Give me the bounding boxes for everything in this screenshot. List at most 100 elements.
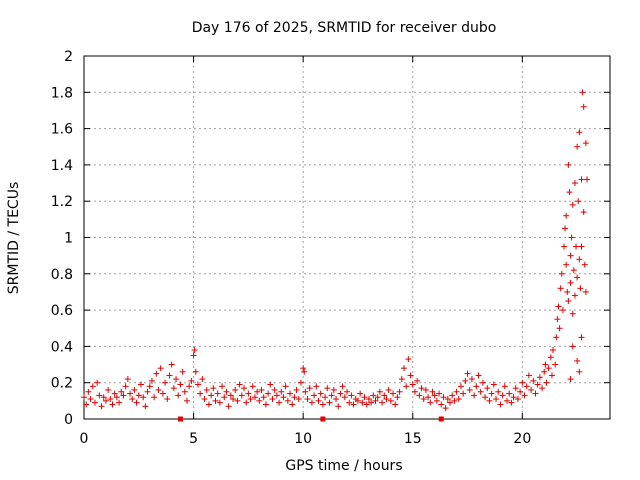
data-point: [575, 198, 582, 205]
data-point: [576, 256, 583, 263]
data-point: [398, 376, 405, 383]
data-point: [566, 189, 573, 196]
data-point: [300, 365, 307, 372]
data-point: [335, 403, 342, 410]
data-point: [236, 381, 243, 388]
axes: [83, 55, 611, 420]
data-point: [418, 385, 425, 392]
data-point: [203, 386, 210, 393]
data-point: [433, 397, 440, 404]
y-tick-label: 0.6: [51, 303, 73, 319]
data-point: [267, 381, 274, 388]
data-point: [337, 390, 344, 397]
data-point: [94, 379, 101, 386]
data-point: [319, 401, 326, 408]
data-point: [578, 243, 585, 250]
data-point: [230, 396, 237, 403]
data-point: [107, 396, 114, 403]
data-point: [558, 270, 565, 277]
data-point: [287, 390, 294, 397]
data-point: [525, 372, 532, 379]
data-point: [381, 392, 388, 399]
data-point: [414, 377, 421, 384]
data-point: [571, 292, 578, 299]
data-point: [420, 396, 427, 403]
data-point: [249, 383, 256, 390]
data-point: [528, 386, 535, 393]
data-point: [409, 381, 416, 388]
tick-labels: 0 5 10 15 20 0 0.2 0.4 0.6 0.8 1 1.2 1.4 1.6 1.8 2: [51, 49, 532, 447]
data-point: [578, 334, 585, 341]
data-point: [542, 361, 549, 368]
data-point: [100, 394, 107, 401]
axis-marker: [320, 416, 326, 422]
data-point: [170, 385, 177, 392]
data-point: [576, 368, 583, 375]
data-point: [190, 352, 197, 359]
data-point: [422, 386, 429, 393]
data-point: [304, 396, 311, 403]
data-point: [278, 388, 285, 395]
data-point: [135, 392, 142, 399]
data-point: [514, 396, 521, 403]
data-point: [405, 356, 412, 363]
data-point: [431, 392, 438, 399]
data-point: [199, 376, 206, 383]
data-point: [471, 392, 478, 399]
data-point: [383, 396, 390, 403]
data-point: [447, 399, 454, 406]
data-point: [89, 383, 96, 390]
data-point: [175, 392, 182, 399]
data-point: [562, 225, 569, 232]
data-point: [493, 396, 500, 403]
data-point: [579, 89, 586, 96]
data-point: [536, 374, 543, 381]
data-point: [344, 388, 350, 395]
data-point: [291, 394, 298, 401]
data-point: [425, 394, 432, 401]
data-point: [556, 325, 563, 332]
data-point: [396, 388, 403, 395]
data-point: [436, 390, 443, 397]
data-point: [124, 376, 131, 383]
data-point: [311, 392, 318, 399]
data-point: [554, 316, 561, 323]
data-point: [464, 370, 471, 377]
data-point: [555, 303, 562, 310]
data-point: [324, 385, 331, 392]
data-point: [573, 243, 580, 250]
data-point: [308, 399, 315, 406]
data-point: [477, 388, 484, 395]
data-point: [297, 379, 304, 386]
data-point: [495, 388, 502, 395]
data-point: [580, 103, 587, 110]
data-point: [547, 354, 554, 361]
data-point: [453, 388, 460, 395]
data-point: [221, 394, 228, 401]
data-point: [262, 401, 269, 408]
data-point: [313, 383, 320, 390]
data-point: [85, 388, 92, 395]
data-point: [582, 140, 589, 147]
data-point: [543, 379, 550, 386]
data-point: [541, 368, 548, 375]
data-point: [87, 396, 94, 403]
data-point: [280, 394, 287, 401]
data-point: [569, 201, 576, 208]
data-point: [357, 390, 364, 397]
data-point: [276, 399, 283, 406]
grid-lines: [84, 56, 610, 419]
data-point: [354, 397, 361, 404]
data-point: [269, 396, 276, 403]
data-point: [289, 401, 296, 408]
data-point: [569, 310, 576, 317]
data-point: [157, 365, 164, 372]
data-point: [570, 267, 577, 274]
data-point: [137, 381, 144, 388]
data-point: [247, 396, 254, 403]
data-point: [151, 394, 158, 401]
data-point: [238, 392, 245, 399]
data-point: [503, 397, 510, 404]
data-points: [81, 89, 590, 412]
data-point: [444, 396, 451, 403]
